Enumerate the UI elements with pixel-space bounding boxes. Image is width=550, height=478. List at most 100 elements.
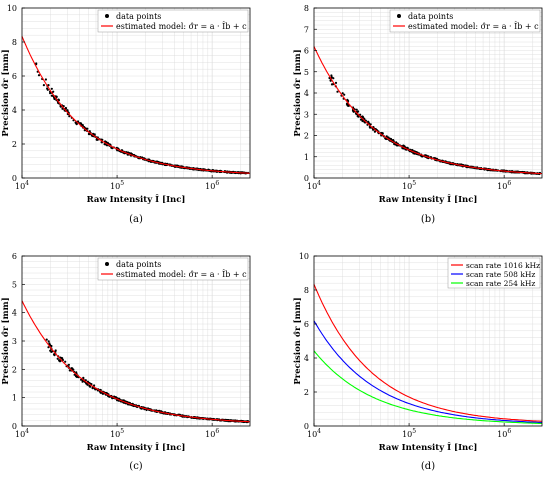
x-tick-base: 10 — [497, 430, 507, 439]
legend-label-3: scan rate 254 kHz — [466, 279, 535, 288]
data-point — [35, 62, 38, 65]
axes-frame — [21, 7, 251, 179]
x-axis-label: Raw Intensity Î [Inc] — [379, 441, 478, 453]
data-point — [359, 118, 363, 121]
data-point — [99, 391, 102, 394]
legend-label-1: scan rate 1016 kHz — [466, 261, 540, 270]
y-tick-label: 4 — [12, 106, 17, 115]
model-curve — [21, 300, 251, 423]
legend-box — [97, 9, 249, 33]
data-point — [406, 146, 409, 149]
y-tick-label: 2 — [12, 140, 17, 149]
y-tick-label: 1 — [304, 153, 309, 162]
data-point — [89, 385, 92, 388]
data-point — [111, 147, 114, 150]
x-tick-base: 10 — [307, 430, 317, 439]
x-tick-base: 10 — [307, 182, 317, 191]
axes-frame — [313, 255, 543, 427]
data-point — [75, 371, 78, 374]
model-curve — [313, 46, 542, 175]
series-line-3 — [313, 350, 543, 425]
legend-label-model: estimated model: σ̂r = a · Îb + c — [116, 270, 247, 279]
data-point — [336, 90, 339, 93]
data-point — [52, 90, 55, 93]
y-tick-label: 0 — [12, 422, 17, 431]
x-tick-base: 10 — [110, 182, 120, 191]
grid — [314, 256, 542, 426]
y-tick-label: 0 — [12, 174, 17, 183]
data-point — [42, 84, 46, 87]
data-point — [60, 356, 63, 360]
y-axis-label: Precision σ̂r [mm] — [0, 49, 11, 136]
data-point — [67, 363, 70, 366]
data-point — [330, 83, 334, 86]
x-tick-label: 105 — [110, 180, 124, 191]
data-point — [64, 360, 67, 363]
data-point — [50, 87, 53, 90]
x-tick-label: 104 — [307, 428, 321, 439]
x-tick-label: 105 — [402, 428, 416, 439]
x-tick-exponent: 4 — [317, 180, 321, 187]
data-point — [62, 105, 65, 108]
panel-caption: (b) — [421, 214, 435, 225]
x-tick-label: 105 — [402, 180, 416, 191]
x-tick-label: 104 — [307, 180, 321, 191]
x-tick-label: 106 — [205, 428, 219, 439]
data-point — [373, 130, 376, 133]
data-point — [45, 338, 48, 341]
x-axis-label: Raw Intensity Î [Inc] — [379, 193, 478, 205]
y-axis-label: Precision σ̂r [mm] — [292, 49, 303, 136]
y-tick-label: 7 — [304, 25, 309, 34]
x-tick-exponent: 6 — [507, 180, 511, 187]
x-axis-label: Raw Intensity Î [Inc] — [87, 441, 186, 453]
y-tick-label: 8 — [304, 4, 309, 13]
y-tick-label: 6 — [12, 72, 17, 81]
x-tick-label: 105 — [110, 428, 124, 439]
y-tick-label: 4 — [12, 309, 17, 318]
data-point — [44, 78, 48, 81]
model-curve — [21, 36, 251, 174]
data-point — [93, 384, 96, 387]
data-point — [347, 104, 350, 107]
x-tick-exponent: 4 — [25, 180, 29, 187]
data-point — [356, 115, 359, 118]
x-tick-exponent: 5 — [412, 180, 416, 187]
grid — [22, 8, 250, 178]
legend-marker-data-points — [105, 262, 109, 266]
data-points — [328, 74, 542, 176]
x-tick-base: 10 — [205, 182, 215, 191]
x-tick-base: 10 — [205, 430, 215, 439]
x-tick-exponent: 6 — [507, 428, 511, 435]
y-tick-label: 6 — [12, 252, 17, 261]
data-point — [73, 373, 76, 376]
x-tick-base: 10 — [402, 430, 412, 439]
x-tick-label: 106 — [205, 180, 219, 191]
x-tick-base: 10 — [15, 182, 25, 191]
grid — [314, 8, 542, 178]
data-point — [58, 359, 61, 362]
y-tick-label: 6 — [304, 47, 309, 56]
data-point — [103, 143, 106, 146]
panel-caption: (d) — [421, 461, 435, 472]
x-tick-exponent: 5 — [120, 428, 124, 435]
x-tick-label: 104 — [15, 428, 29, 439]
data-point — [355, 108, 358, 111]
data-point — [68, 369, 71, 372]
x-tick-exponent: 4 — [25, 428, 29, 435]
x-tick-base: 10 — [497, 182, 507, 191]
legend-label-model: estimated model: σ̂r = a · Îb + c — [408, 22, 539, 31]
x-tick-label: 104 — [15, 180, 29, 191]
data-point — [49, 349, 52, 352]
legend-label-data-points: data points — [408, 12, 453, 21]
data-point — [330, 74, 333, 77]
y-axis-label: Precision σ̂r [mm] — [292, 297, 303, 384]
x-tick-exponent: 4 — [317, 428, 321, 435]
x-tick-base: 10 — [15, 430, 25, 439]
